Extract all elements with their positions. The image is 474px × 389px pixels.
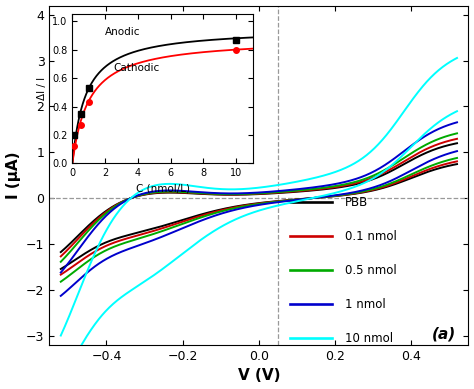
Text: PBB: PBB [345, 196, 368, 209]
Text: 0.1 nmol: 0.1 nmol [345, 230, 397, 243]
Text: 1 nmol: 1 nmol [345, 298, 385, 311]
Y-axis label: I (μA): I (μA) [6, 152, 20, 199]
Text: 0.5 nmol: 0.5 nmol [345, 264, 397, 277]
Text: 10 nmol: 10 nmol [345, 332, 393, 345]
Text: (a): (a) [432, 327, 456, 342]
X-axis label: V (V): V (V) [237, 368, 280, 384]
